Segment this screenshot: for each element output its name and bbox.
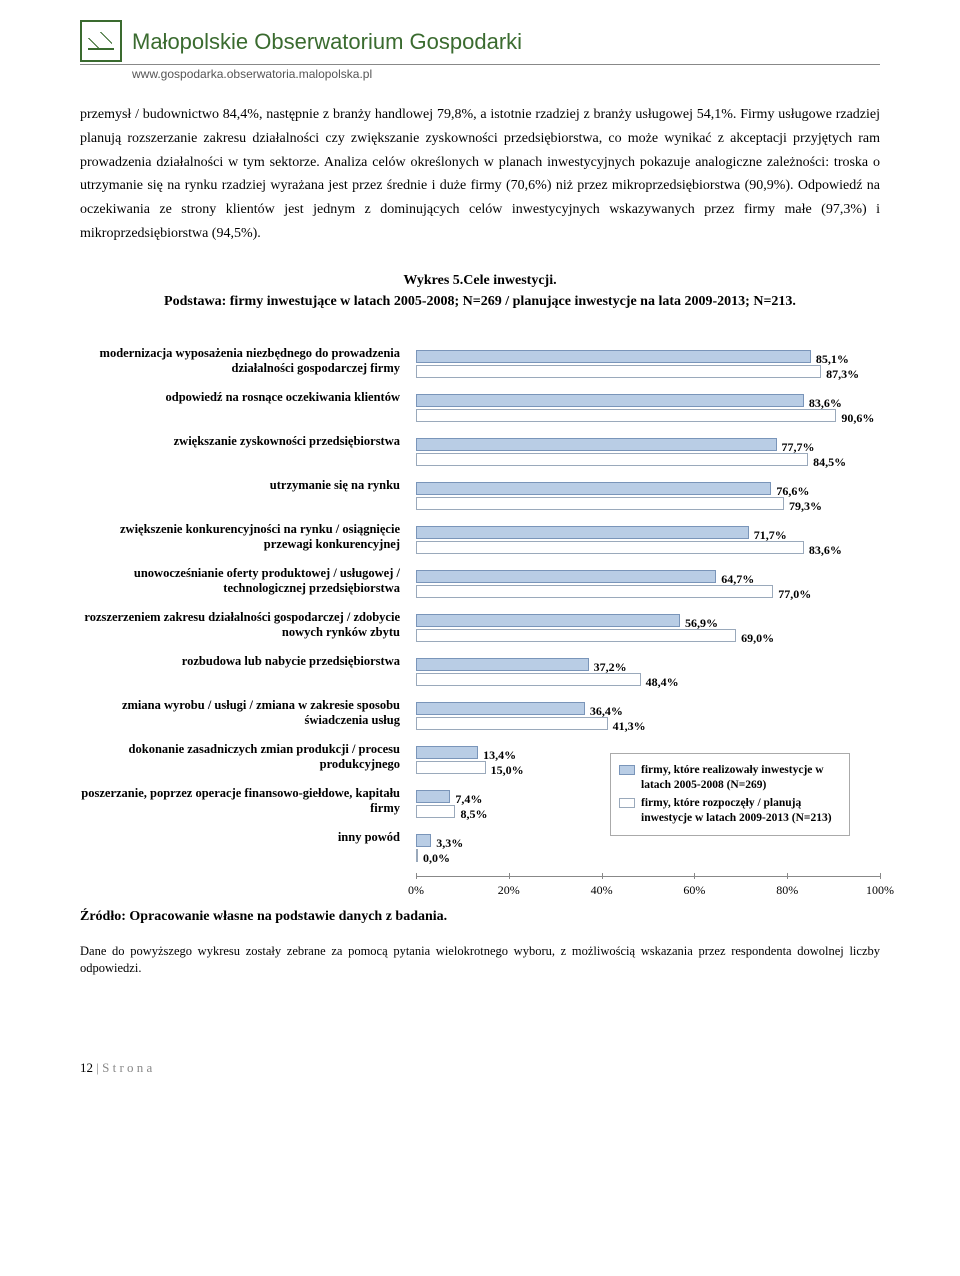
category-label: modernizacja wyposażenia niezbędnego do … [80, 342, 410, 386]
x-tick-label: 60% [683, 881, 705, 899]
category-label: rozbudowa lub nabycie przedsiębiorstwa [80, 650, 410, 694]
bar-b: 0,0% [416, 849, 418, 862]
bar-a: 36,4% [416, 702, 585, 715]
category-label: zwiększenie konkurencyjności na rynku / … [80, 518, 410, 562]
bar-b: 79,3% [416, 497, 784, 510]
chart-legend: firmy, które realizowały inwestycje w la… [610, 753, 850, 836]
bar-b: 48,4% [416, 673, 641, 686]
bar-value-label: 87,3% [826, 365, 859, 383]
x-tick-label: 80% [776, 881, 798, 899]
bar-a: 76,6% [416, 482, 771, 495]
header-title: Małopolskie Obserwatorium Gospodarki [132, 25, 522, 58]
bar-value-label: 8,5% [460, 805, 487, 823]
bar-b: 41,3% [416, 717, 608, 730]
category-label: inny powód [80, 826, 410, 870]
bar-b: 83,6% [416, 541, 804, 554]
x-axis: 0%20%40%60%80%100% [80, 876, 880, 896]
chart-row: zwiększenie konkurencyjności na rynku / … [80, 518, 880, 562]
x-tick-label: 100% [866, 881, 894, 899]
chart-row: zwiększanie zyskowności przedsiębiorstwa… [80, 430, 880, 474]
bar-value-label: 90,6% [841, 409, 874, 427]
x-tick-label: 20% [498, 881, 520, 899]
bar-b: 87,3% [416, 365, 821, 378]
chart-row: rozbudowa lub nabycie przedsiębiorstwa 37… [80, 650, 880, 694]
legend-label-a: firmy, które realizowały inwestycje w la… [641, 763, 841, 793]
bar-chart: modernizacja wyposażenia niezbędnego do … [80, 342, 880, 896]
bar-b: 84,5% [416, 453, 808, 466]
chart-row: odpowiedź na rosnące oczekiwania klientó… [80, 386, 880, 430]
category-label: odpowiedź na rosnące oczekiwania klientó… [80, 386, 410, 430]
bar-value-label: 79,3% [789, 497, 822, 515]
bar-a: 64,7% [416, 570, 716, 583]
bar-b: 69,0% [416, 629, 736, 642]
legend-swatch-b [619, 798, 635, 808]
bar-value-label: 0,0% [423, 849, 450, 867]
page-label: S t r o n a [102, 1060, 152, 1075]
bar-a: 85,1% [416, 350, 811, 363]
body-paragraph: przemysł / budownictwo 84,4%, następnie … [80, 103, 880, 246]
page-number: 12 [80, 1060, 93, 1075]
bar-a: 3,3% [416, 834, 431, 847]
bar-a: 77,7% [416, 438, 777, 451]
logo-icon [80, 20, 122, 62]
bar-b: 15,0% [416, 761, 486, 774]
x-tick-label: 40% [591, 881, 613, 899]
bar-value-label: 69,0% [741, 629, 774, 647]
category-label: zwiększanie zyskowności przedsiębiorstwa [80, 430, 410, 474]
chart-row: zmiana wyrobu / usługi / zmiana w zakres… [80, 694, 880, 738]
page-footer: 12 | S t r o n a [80, 1058, 880, 1078]
chart-row: unowocześnianie oferty produktowej / usł… [80, 562, 880, 606]
bar-a: 7,4% [416, 790, 450, 803]
bar-a: 13,4% [416, 746, 478, 759]
bar-value-label: 41,3% [613, 717, 646, 735]
legend-label-b: firmy, które rozpoczęły / planują inwest… [641, 796, 841, 826]
bar-value-label: 83,6% [809, 541, 842, 559]
chart-source: Źródło: Opracowanie własne na podstawie … [80, 906, 880, 927]
bar-a: 83,6% [416, 394, 804, 407]
chart-subtitle: Podstawa: firmy inwestujące w latach 200… [80, 291, 880, 312]
category-label: utrzymanie się na rynku [80, 474, 410, 518]
bar-b: 8,5% [416, 805, 455, 818]
x-tick-label: 0% [408, 881, 424, 899]
category-label: rozszerzeniem zakresu działalności gospo… [80, 606, 410, 650]
page-header: Małopolskie Obserwatorium Gospodarki www… [80, 20, 880, 83]
category-label: dokonanie zasadniczych zmian produkcji /… [80, 738, 410, 782]
legend-swatch-a [619, 765, 635, 775]
bar-a: 37,2% [416, 658, 589, 671]
bar-b: 90,6% [416, 409, 836, 422]
header-url: www.gospodarka.obserwatoria.malopolska.p… [132, 65, 880, 83]
bar-a: 56,9% [416, 614, 680, 627]
category-label: zmiana wyrobu / usługi / zmiana w zakres… [80, 694, 410, 738]
category-label: unowocześnianie oferty produktowej / usł… [80, 562, 410, 606]
chart-row: modernizacja wyposażenia niezbędnego do … [80, 342, 880, 386]
bar-value-label: 84,5% [813, 453, 846, 471]
chart-row: rozszerzeniem zakresu działalności gospo… [80, 606, 880, 650]
bar-value-label: 15,0% [491, 761, 524, 779]
chart-footnote: Dane do powyższego wykresu zostały zebra… [80, 943, 880, 978]
chart-title: Wykres 5.Cele inwestycji. [80, 270, 880, 291]
category-label: poszerzanie, poprzez operacje finansowo-… [80, 782, 410, 826]
bar-value-label: 77,0% [778, 585, 811, 603]
chart-row: utrzymanie się na rynku 76,6% 79,3% [80, 474, 880, 518]
bar-b: 77,0% [416, 585, 773, 598]
bar-a: 71,7% [416, 526, 749, 539]
bar-value-label: 48,4% [646, 673, 679, 691]
